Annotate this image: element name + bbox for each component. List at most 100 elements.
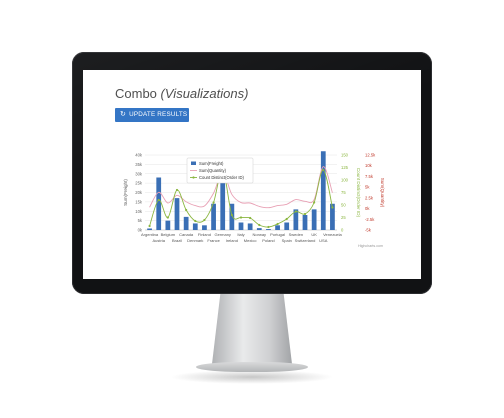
bar-freight xyxy=(247,223,253,230)
page-title-sub: (Visualizations) xyxy=(160,86,249,101)
y-tick-label-left: 5k xyxy=(138,218,143,223)
point-order-count xyxy=(313,201,316,204)
y-tick-label-left: 0k xyxy=(138,228,143,233)
stand-base xyxy=(196,362,308,372)
y-tick-label-left: 40k xyxy=(135,153,143,158)
y-tick-label-right-1: 25 xyxy=(341,215,346,220)
x-tick-label: Mexico xyxy=(244,238,257,243)
legend-marker-order-count xyxy=(192,176,195,179)
bar-freight xyxy=(238,222,244,230)
point-order-count xyxy=(175,188,179,192)
legend-label-order-count: Count Distinct(Order ID) xyxy=(199,175,245,180)
x-tick-label: Italy xyxy=(237,232,244,237)
bar-freight xyxy=(302,215,308,230)
point-order-count xyxy=(212,201,215,204)
update-results-label: UPDATE RESULTS xyxy=(129,111,188,118)
y-tick-label-right-1: 125 xyxy=(341,165,349,170)
point-order-count xyxy=(331,206,334,209)
legend-swatch-freight xyxy=(191,161,196,165)
y-tick-label-left: 10k xyxy=(135,209,143,214)
legend-label-quantity: Sum(Quantity) xyxy=(199,168,227,173)
x-tick-label: Austria xyxy=(152,238,165,243)
x-tick-label: Brazil xyxy=(172,238,182,243)
point-order-count xyxy=(285,217,288,221)
bar-freight xyxy=(147,228,152,230)
bar-freight xyxy=(156,177,162,230)
stand-shadow xyxy=(170,370,334,384)
bar-freight xyxy=(275,225,280,230)
x-tick-label: Spain xyxy=(282,238,292,243)
bar-freight xyxy=(229,203,235,230)
update-results-button[interactable]: ↻ UPDATE RESULTS xyxy=(115,108,189,122)
bar-freight xyxy=(183,216,189,230)
x-tick-label: Ireland xyxy=(226,238,238,243)
x-tick-label: Germany xyxy=(214,232,230,237)
bar-freight xyxy=(211,203,216,230)
legend-box xyxy=(186,157,254,184)
chart-credit: Highcharts.com xyxy=(358,244,383,248)
point-order-count xyxy=(258,223,261,227)
x-tick-label: Belgium xyxy=(161,232,176,237)
y-tick-label-right-2: 10k xyxy=(365,163,373,168)
y-tick-label-right-1: 0 xyxy=(341,228,344,233)
x-tick-label: USA xyxy=(319,238,328,243)
bar-freight xyxy=(320,151,326,230)
y-tick-label-right-2: -2.5k xyxy=(365,217,375,222)
x-tick-label: France xyxy=(207,238,220,243)
y-tick-label-right-1: 100 xyxy=(341,178,349,183)
point-order-count xyxy=(276,222,279,226)
bar-freight xyxy=(311,209,317,230)
combo-chart: 0k 5k 10k 15k 20k 25k 30k 35k 40k 0 25 50 75 100 125 15… xyxy=(123,151,385,248)
point-order-count xyxy=(203,218,206,222)
bar-freight xyxy=(293,209,299,230)
monitor-screen: Combo (Visualizations) ↻ UPDATE RESULTS … xyxy=(83,70,421,279)
bar-freight xyxy=(192,223,198,230)
y-tick-label-left: 15k xyxy=(135,199,143,204)
point-order-count xyxy=(194,219,197,223)
imac-monitor: Combo (Visualizations) ↻ UPDATE RESULTS … xyxy=(72,52,432,294)
bar-freight xyxy=(284,222,290,230)
x-tick-label: Portugal xyxy=(270,232,285,237)
point-order-count xyxy=(267,225,270,229)
x-tick-label: Switzerland xyxy=(295,238,316,243)
page-title-main: Combo xyxy=(115,86,157,101)
bar-freight xyxy=(330,203,335,230)
y-tick-label-right-2: 2.5k xyxy=(365,195,374,200)
y-axis-title-left: Sum(Freight) xyxy=(123,179,128,206)
x-tick-label: Norway xyxy=(253,232,267,237)
y-tick-label-right-1: 50 xyxy=(341,203,346,208)
line-quantity xyxy=(149,166,333,209)
x-tick-label: Sweden xyxy=(289,232,303,237)
x-tick-label: UK xyxy=(311,232,317,237)
y-tick-label-right-2: -5k xyxy=(365,228,372,233)
x-tick-label: Finland xyxy=(198,232,211,237)
y-tick-label-right-1: 150 xyxy=(341,153,349,158)
point-order-count xyxy=(249,216,252,220)
legend-label-freight: Sum(Freight) xyxy=(199,161,224,166)
x-tick-label: Venezuela xyxy=(323,232,342,237)
y-tick-label-left: 20k xyxy=(135,190,143,195)
point-order-count xyxy=(294,210,297,213)
y-tick-label-right-1: 75 xyxy=(341,190,346,195)
bar-freight xyxy=(174,198,180,230)
stand-neck xyxy=(211,294,293,368)
page-title: Combo (Visualizations) xyxy=(115,86,248,101)
bar-freight xyxy=(165,220,171,230)
y-tick-label-right-2: 5k xyxy=(365,185,370,190)
y-tick-label-right-2: 12.5k xyxy=(365,153,376,158)
point-order-count xyxy=(322,168,325,172)
point-order-count xyxy=(230,213,233,217)
y-axis-title-right-2: Sum(Quantity) xyxy=(380,178,385,208)
point-order-count xyxy=(166,216,169,219)
y-tick-label-right-2: 0k xyxy=(365,206,370,211)
point-order-count xyxy=(157,198,160,202)
bar-freight xyxy=(256,228,262,230)
x-tick-label: Poland xyxy=(262,238,274,243)
y-tick-label-right-2: 7.5k xyxy=(365,174,374,179)
bar-freight xyxy=(266,229,271,230)
point-order-count xyxy=(185,208,188,212)
bar-freight xyxy=(202,225,207,230)
x-tick-label: Argentina xyxy=(141,232,159,237)
refresh-icon: ↻ xyxy=(120,111,127,118)
bar-freight xyxy=(220,170,226,230)
